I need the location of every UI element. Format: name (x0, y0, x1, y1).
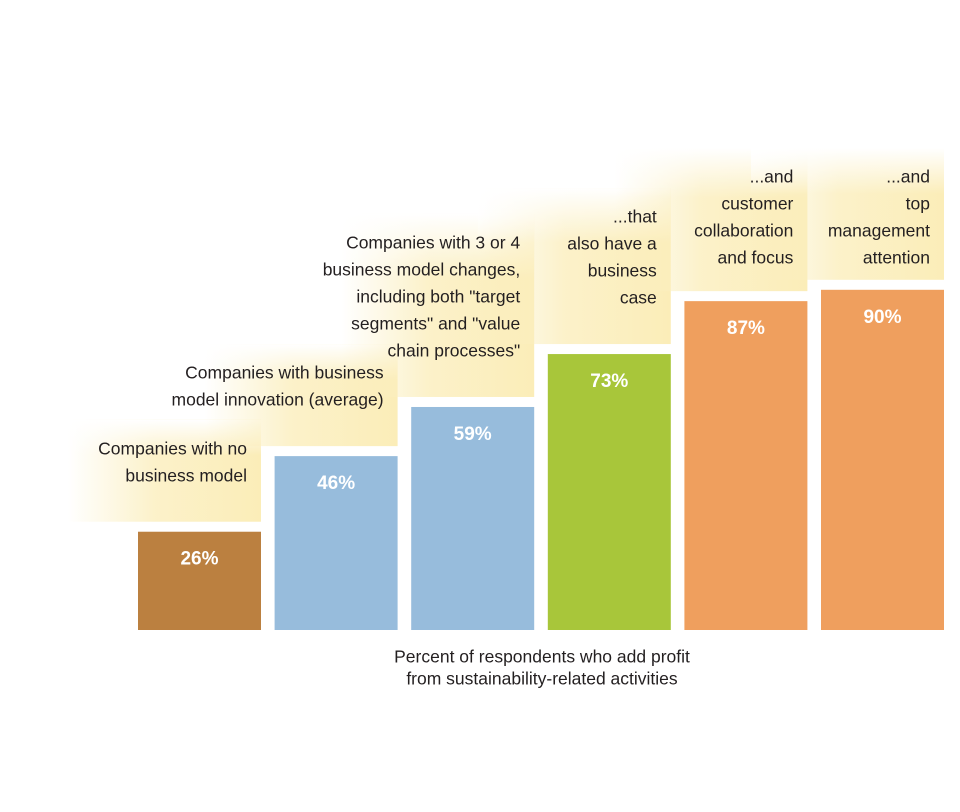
category-label: including both "target (356, 287, 520, 307)
value-label: 26% (180, 549, 218, 570)
bar (138, 531, 261, 630)
category-label: and focus (718, 248, 794, 268)
category-label: chain processes" (388, 341, 521, 361)
label-box-fade (751, 148, 944, 280)
category-label: case (620, 288, 657, 308)
bar (411, 406, 535, 630)
value-label: 90% (863, 307, 901, 328)
value-label: 73% (590, 371, 628, 392)
bar (547, 354, 671, 630)
category-label: business model (125, 465, 247, 485)
x-axis-label: Percent of respondents who add profit (394, 647, 690, 667)
x-axis-label: from sustainability-related activities (406, 669, 678, 689)
bar (274, 456, 398, 630)
category-label: ...and (750, 167, 794, 187)
category-label: model innovation (average) (172, 390, 384, 410)
category-label: collaboration (694, 221, 793, 241)
category-label: business (588, 261, 657, 281)
category-label: ...and (886, 167, 930, 187)
value-label: 59% (454, 424, 492, 445)
category-label: Companies with no (98, 438, 247, 458)
bar (821, 289, 944, 630)
category-label: segments" and "value (351, 314, 520, 334)
category-label: business model changes, (323, 260, 520, 280)
category-label: management (828, 221, 930, 241)
value-label: 87% (727, 318, 765, 339)
category-label: attention (863, 248, 930, 268)
category-label: customer (721, 194, 793, 214)
category-label: also have a (567, 234, 657, 254)
category-label: ...that (613, 207, 657, 227)
value-label: 46% (317, 473, 355, 494)
category-label: Companies with 3 or 4 (346, 233, 520, 253)
bar (684, 301, 808, 630)
category-label: Companies with business (185, 363, 384, 383)
category-label: top (906, 194, 930, 214)
